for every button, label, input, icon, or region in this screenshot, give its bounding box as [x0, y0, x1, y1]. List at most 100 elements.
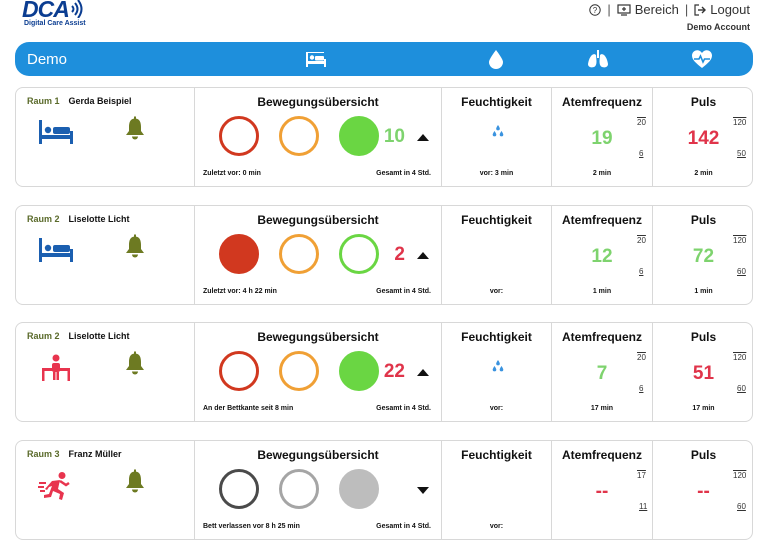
bell-icon[interactable]	[124, 351, 146, 375]
trend-up-icon[interactable]	[417, 134, 429, 141]
bell-icon[interactable]	[124, 469, 146, 493]
respiration-time: 1 min	[592, 288, 612, 295]
movement-circle	[279, 116, 319, 156]
movement-circle	[339, 116, 379, 156]
svg-text:?: ?	[593, 6, 598, 15]
movement-total-label: Gesamt in 4 Std.	[376, 288, 431, 295]
movement-circle	[219, 234, 259, 274]
pulse-lower-limit[interactable]: 60	[737, 267, 746, 276]
movement-count: 2	[394, 244, 405, 265]
movement-circle	[339, 234, 379, 274]
logo-subtitle: Digital Care Assist	[24, 20, 86, 27]
pulse-time: 1 min	[694, 288, 713, 295]
respiration-lower-limit[interactable]: 6	[639, 149, 644, 158]
heartbeat-icon[interactable]	[691, 49, 713, 69]
humidity-time: vor:	[489, 523, 504, 530]
respiration-upper-limit: 20	[637, 118, 646, 127]
bed-icon[interactable]	[305, 49, 327, 69]
patient-column: Raum 2 Liselotte Licht	[16, 206, 194, 304]
pulse-upper-limit: 120	[733, 353, 747, 362]
bell-icon[interactable]	[124, 234, 146, 258]
pulse-time: 17 min	[692, 405, 715, 412]
humidity-column: Feuchtigkeit vor:	[441, 206, 551, 304]
help-circle-icon[interactable]: ?	[589, 3, 602, 16]
monitor-plus-icon	[617, 3, 631, 16]
pulse-column: Puls -- 120 60	[652, 441, 754, 539]
movement-heading: Bewegungsübersicht	[257, 95, 379, 109]
humidity-time: vor: 3 min	[479, 170, 514, 177]
lungs-icon[interactable]	[587, 49, 609, 69]
respiration-value: 19	[591, 128, 613, 149]
movement-circle	[279, 234, 319, 274]
movement-total-label: Gesamt in 4 Std.	[376, 405, 431, 412]
room-card[interactable]: Raum 2 Liselotte Licht Bewegungsübersicht 2…	[15, 205, 753, 305]
movement-circle	[339, 469, 379, 509]
movement-circle	[219, 351, 259, 391]
bereich-link[interactable]: Bereich	[617, 2, 679, 17]
movement-total-label: Gesamt in 4 Std.	[376, 170, 431, 177]
pulse-lower-limit[interactable]: 50	[737, 149, 746, 158]
respiration-lower-limit[interactable]: 6	[639, 267, 644, 276]
respiration-heading: Atemfrequenz	[561, 448, 642, 462]
movement-last: Zuletzt vor: 0 min	[203, 170, 261, 177]
patient-column: Raum 2 Liselotte Licht	[16, 323, 194, 421]
room-card[interactable]: Raum 2 Liselotte Licht Bewegungsübersicht 2…	[15, 322, 753, 422]
pulse-upper-limit: 120	[733, 118, 747, 127]
movement-heading: Bewegungsübersicht	[257, 213, 379, 227]
movement-column: Bewegungsübersicht 22 An der Bettkante sei…	[194, 323, 441, 421]
bell-icon[interactable]	[124, 116, 146, 140]
room-number: Raum 1	[27, 96, 60, 106]
movement-circle	[219, 469, 259, 509]
bereich-label: Bereich	[634, 2, 679, 17]
humidity-heading: Feuchtigkeit	[461, 330, 532, 344]
humidity-heading: Feuchtigkeit	[461, 213, 532, 227]
trend-up-icon[interactable]	[417, 252, 429, 259]
respiration-lower-limit[interactable]: 11	[639, 502, 648, 511]
drops-icon	[492, 360, 504, 372]
respiration-column: Atemfrequenz -- 17 11	[551, 441, 652, 539]
humidity-time: vor:	[489, 405, 504, 412]
logo-text: DCA	[22, 0, 70, 22]
respiration-column: Atemfrequenz 19 20 6 2 min	[551, 88, 652, 186]
respiration-lower-limit[interactable]: 6	[639, 384, 644, 393]
trend-up-icon[interactable]	[417, 369, 429, 376]
movement-heading: Bewegungsübersicht	[257, 330, 379, 344]
movement-column: Bewegungsübersicht 2 Zuletzt vor: 4 h 22 m…	[194, 206, 441, 304]
respiration-time: 2 min	[592, 170, 612, 177]
logout-label: Logout	[710, 2, 750, 17]
pulse-upper-limit: 120	[733, 236, 747, 245]
bed-edge-icon	[42, 354, 70, 381]
pulse-value: --	[697, 481, 710, 502]
drop-icon[interactable]	[485, 49, 507, 69]
respiration-heading: Atemfrequenz	[561, 95, 642, 109]
movement-last: Zuletzt vor: 4 h 22 min	[203, 288, 277, 295]
respiration-upper-limit: 20	[637, 236, 646, 245]
room-card[interactable]: Raum 1 Gerda Beispiel Bewegungsübersicht 10…	[15, 87, 753, 187]
pulse-upper-limit: 120	[733, 471, 747, 480]
humidity-column: Feuchtigkeit vor:	[441, 323, 551, 421]
movement-column: Bewegungsübersicht Bett verlassen vor 8 h…	[194, 441, 441, 539]
room-number: Raum 3	[27, 449, 60, 459]
movement-circle	[279, 351, 319, 391]
ward-title: Demo	[27, 51, 68, 68]
logo[interactable]: DCA Digital Care Assist	[22, 0, 132, 32]
nav-separator: |	[607, 2, 611, 17]
room-card[interactable]: Raum 3 Franz Müller Bewegungsübersicht Bett…	[15, 440, 753, 540]
pulse-heading: Puls	[690, 213, 717, 227]
pulse-lower-limit[interactable]: 60	[737, 384, 746, 393]
pulse-lower-limit[interactable]: 60	[737, 502, 746, 511]
respiration-value: 12	[591, 246, 613, 267]
patient-name: Franz Müller	[68, 449, 122, 459]
pulse-value: 142	[687, 128, 720, 149]
movement-count: 10	[383, 126, 405, 147]
room-number: Raum 2	[27, 214, 60, 224]
pulse-value: 51	[692, 363, 715, 384]
patient-name: Liselotte Licht	[68, 331, 130, 341]
logout-link[interactable]: Logout	[694, 2, 750, 17]
pulse-column: Puls 142 120 50 2 min	[652, 88, 754, 186]
trend-down-icon[interactable]	[417, 487, 429, 494]
respiration-column: Atemfrequenz 12 20 6 1 min	[551, 206, 652, 304]
humidity-heading: Feuchtigkeit	[461, 95, 532, 109]
pulse-value: 72	[692, 246, 715, 267]
patient-column: Raum 1 Gerda Beispiel	[16, 88, 194, 186]
